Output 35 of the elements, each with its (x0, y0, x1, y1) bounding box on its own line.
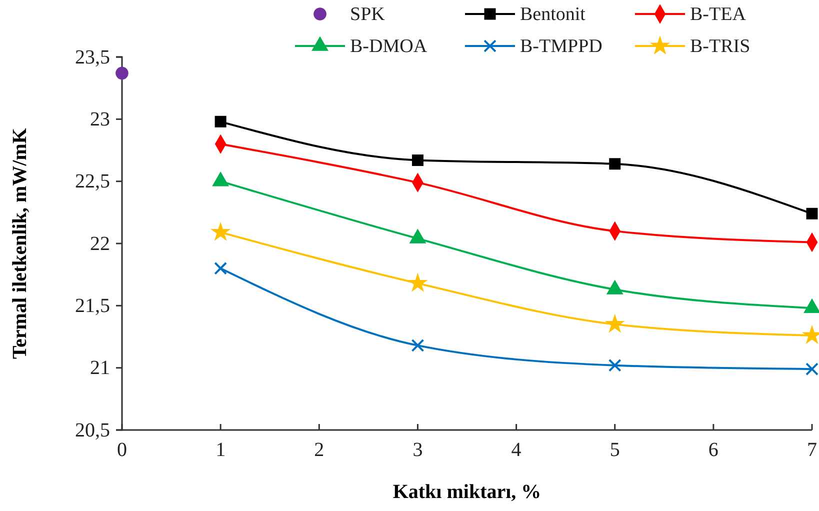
y-tick-label: 21,5 (75, 295, 110, 318)
x-tick-label: 1 (216, 439, 226, 462)
x-tick-label: 7 (807, 439, 817, 462)
point (806, 208, 818, 220)
legend-label: B-TMPPD (520, 36, 602, 57)
legend-label: B-DMOA (350, 36, 428, 57)
y-tick-label: 22 (90, 232, 110, 255)
y-axis-title: Termal iletkenlik, mW/mK (9, 128, 31, 359)
x-tick-label: 0 (117, 439, 127, 462)
x-tick-label: 6 (708, 439, 718, 462)
y-tick-label: 22,5 (75, 170, 110, 193)
point (214, 262, 228, 275)
point (408, 274, 427, 292)
x-tick-label: 3 (412, 439, 423, 462)
x-tick-label: 2 (314, 439, 324, 462)
point (606, 314, 624, 332)
y-tick-label: 20,5 (75, 419, 110, 442)
legend-label: B-TRIS (690, 36, 750, 57)
point (212, 222, 230, 240)
point (806, 362, 818, 376)
y-tick-label: 23,5 (75, 46, 110, 68)
point (609, 158, 621, 170)
legend-label: B-TEA (690, 4, 746, 25)
point (608, 358, 622, 372)
point (412, 154, 424, 166)
x-axis-title: Katkı miktarı, % (392, 481, 542, 503)
y-tick-label: 23 (90, 108, 110, 131)
point (214, 116, 226, 128)
y-tick-label: 21 (90, 357, 110, 380)
x-tick-label: 5 (610, 439, 620, 462)
point (411, 338, 424, 352)
legend-label: Bentonit (520, 4, 586, 25)
point (116, 66, 128, 80)
x-tick-label: 4 (511, 439, 522, 462)
legend-label: SPK (350, 4, 386, 25)
